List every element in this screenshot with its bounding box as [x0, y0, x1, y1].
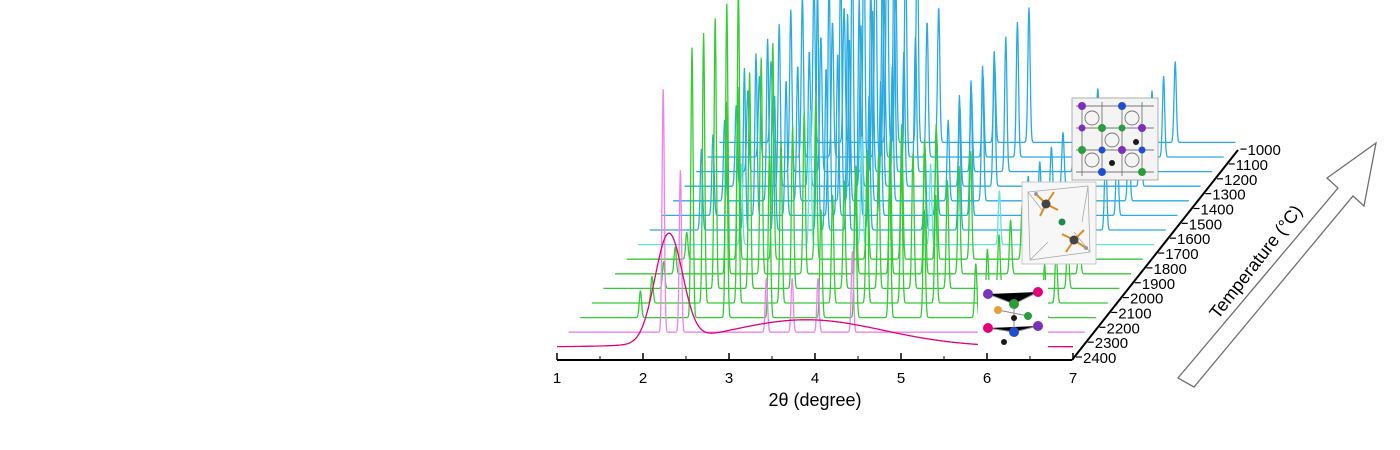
temperature-tick-label: 1600 [1177, 231, 1210, 248]
crystal-structure-blue [1071, 97, 1159, 181]
x-tick-label: 4 [811, 370, 819, 387]
x-axis-title: 2θ (degree) [768, 390, 861, 410]
temperature-tick-label: 2100 [1118, 305, 1151, 322]
x-tick-label: 1 [553, 370, 561, 387]
temperature-tick-label: 1700 [1165, 246, 1198, 263]
x-tick-label: 3 [725, 370, 733, 387]
x-tick-label: 6 [983, 370, 991, 387]
temperature-tick-label: 1000 [1248, 142, 1281, 159]
crystal-structure-green [978, 280, 1048, 352]
x-tick-label: 2 [639, 370, 647, 387]
temperature-tick-label: 1100 [1236, 157, 1268, 174]
crystal-structure-cyan [1021, 181, 1097, 265]
temperature-tick-label: 2000 [1130, 291, 1163, 308]
temperature-tick-label: 1200 [1224, 172, 1257, 189]
temperature-tick-label: 1900 [1142, 276, 1175, 293]
temperature-tick-label: 2200 [1107, 320, 1140, 337]
temperature-arrow [1176, 141, 1377, 388]
x-axis: 1 2 3 4 5 6 7 2θ (degree) [553, 353, 1077, 410]
temperature-tick-label: 2300 [1095, 335, 1128, 352]
temperature-tick-label: 2400 [1083, 350, 1116, 367]
temperature-tick-label: 1500 [1189, 216, 1222, 233]
x-tick-label: 5 [897, 370, 905, 387]
temperature-tick-label: 1400 [1201, 202, 1234, 219]
temperature-tick-label: 1300 [1212, 187, 1245, 204]
x-tick-label: 7 [1069, 370, 1077, 387]
temperature-tick-label: 1800 [1154, 261, 1187, 278]
